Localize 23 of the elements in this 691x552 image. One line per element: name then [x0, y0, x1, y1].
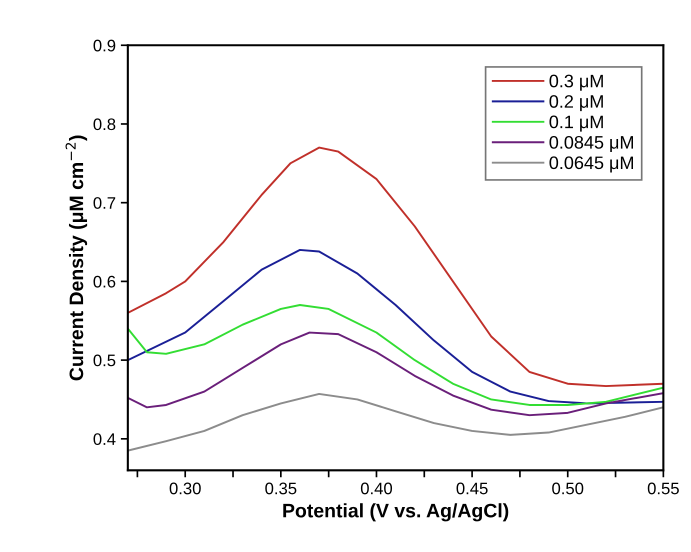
x-tick-label: 0.40 [360, 482, 392, 494]
x-axis-title: Potential (V vs. Ag/AgCl) [283, 503, 508, 522]
line-series [128, 304, 664, 406]
y-tick-label: 0.7 [94, 197, 116, 209]
y-tick-label: 0.9 [94, 40, 116, 52]
legend-label: 0.0845 μM [549, 136, 633, 152]
line-series [128, 392, 664, 452]
y-tick-label: 0.6 [94, 276, 116, 288]
x-tick-label: 0.55 [648, 482, 679, 494]
y-axis-title: Current Density (μM cm$^{−2}$) [66, 136, 88, 380]
x-tick-label: 0.30 [170, 482, 201, 494]
y-tick-label: 0.5 [94, 354, 116, 366]
legend-label: 0.3 μM [549, 74, 603, 91]
legend-label: 0.2 μM [549, 95, 603, 112]
y-tick-label: 0.8 [94, 118, 116, 130]
legend-label: 0.0645 μM [549, 156, 633, 172]
x-tick-label: 0.35 [265, 482, 296, 494]
y-tick-label: 0.4 [94, 433, 116, 446]
line-series [128, 332, 664, 416]
x-tick-label: 0.45 [456, 482, 488, 494]
x-tick-label: 0.50 [552, 482, 584, 494]
legend-label: 0.1 μM [549, 116, 603, 132]
line-series [128, 248, 664, 404]
